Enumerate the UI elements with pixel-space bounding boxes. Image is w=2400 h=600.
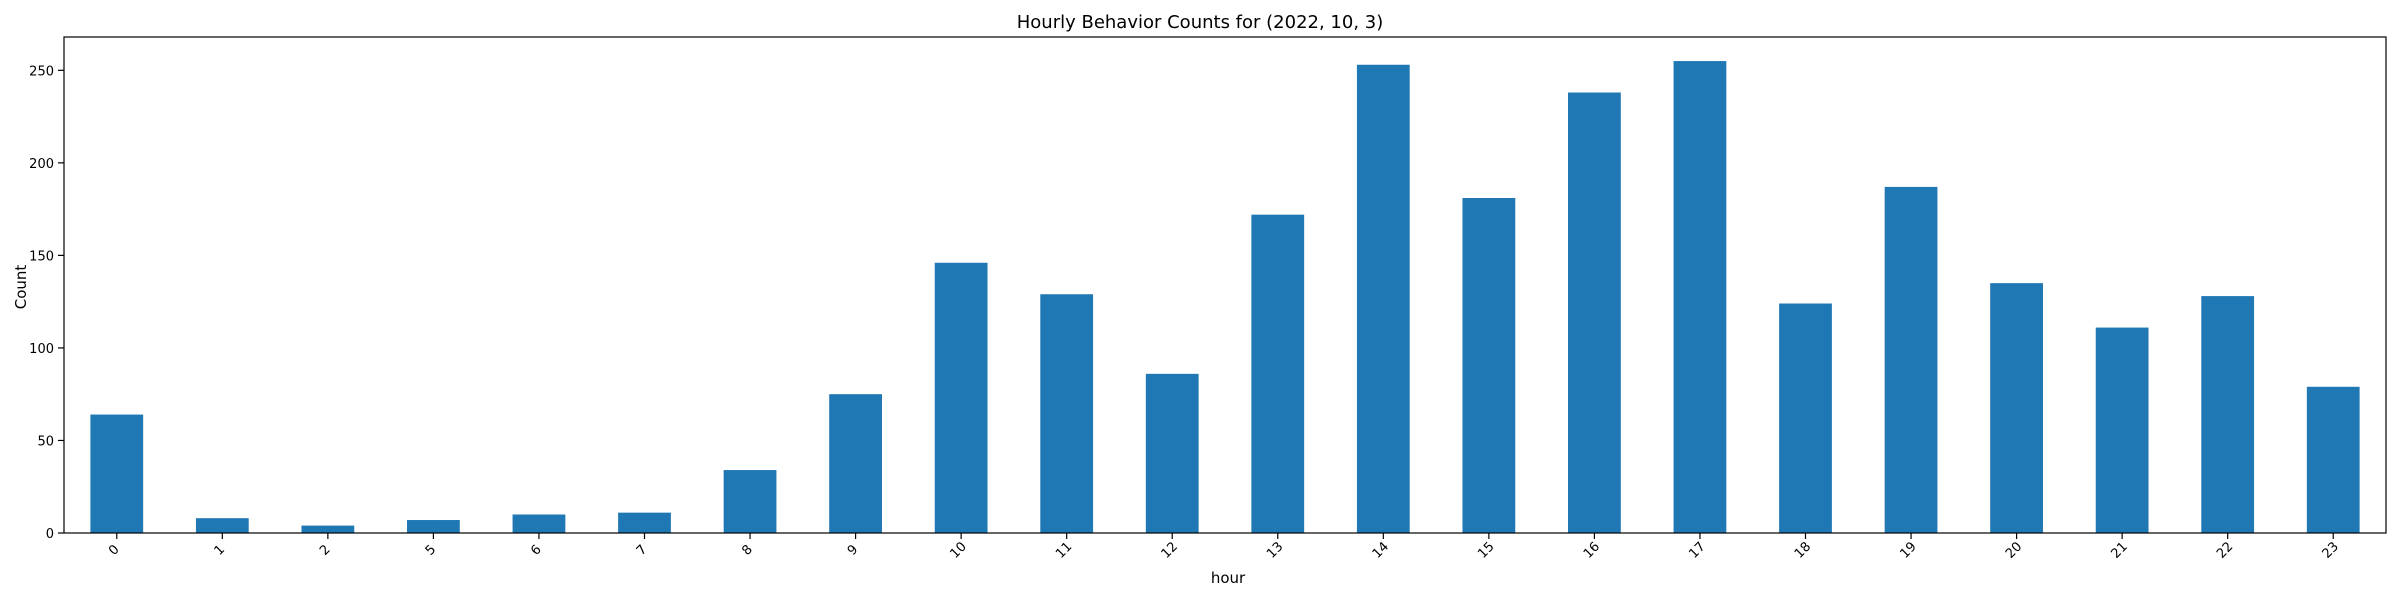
chart-title: Hourly Behavior Counts for (2022, 10, 3): [1017, 12, 1384, 33]
bar-9: [829, 394, 882, 533]
x-tick-label-19: 19: [1897, 539, 1919, 561]
x-axis-label: hour: [1211, 569, 1246, 587]
y-tick-label-150: 150: [29, 249, 54, 264]
x-tick-label-2: 2: [317, 542, 333, 558]
x-tick-label-1: 1: [212, 542, 228, 558]
bar-2: [301, 525, 355, 533]
x-tick-label-7: 7: [634, 542, 650, 558]
x-tick-label-13: 13: [1264, 539, 1286, 561]
bar-13: [1251, 214, 1305, 534]
bar-16: [1568, 92, 1621, 534]
bar-11: [1040, 294, 1094, 533]
x-tick-label-10: 10: [948, 539, 970, 561]
x-tick-label-17: 17: [1686, 539, 1708, 561]
bar-14: [1356, 64, 1410, 533]
x-tick-label-23: 23: [2320, 539, 2342, 561]
y-tick-label-50: 50: [37, 434, 54, 449]
x-tick-label-15: 15: [1475, 539, 1497, 561]
bar-8: [723, 470, 777, 533]
bar-12: [1145, 373, 1199, 533]
bar-7: [618, 512, 671, 533]
y-tick-label-0: 0: [46, 527, 54, 542]
x-tick-label-11: 11: [1053, 539, 1075, 561]
bar-21: [2095, 327, 2149, 533]
bar-15: [1462, 198, 1516, 533]
plot-area: 0 1 2 5 6 7 8 9 10 11 12 13 14 15 16 17 18 19 20 21 22 230501…: [29, 36, 2387, 562]
bar-19: [1884, 186, 1938, 533]
bar-1: [195, 518, 249, 533]
bar-22: [2201, 296, 2255, 533]
y-tick-label-100: 100: [29, 342, 54, 357]
x-tick-label-12: 12: [1159, 539, 1181, 561]
y-tick-label-200: 200: [29, 157, 54, 172]
bar-10: [934, 262, 988, 533]
x-tick-label-21: 21: [2109, 539, 2131, 561]
plot-frame: [63, 36, 2387, 534]
y-axis-label: Count: [12, 265, 30, 310]
bar-23: [2306, 386, 2360, 533]
x-tick-label-8: 8: [739, 542, 755, 558]
x-tick-label-20: 20: [2003, 539, 2025, 561]
x-tick-label-16: 16: [1581, 539, 1603, 561]
bar-6: [512, 514, 566, 533]
bar-5: [407, 520, 460, 533]
bar-18: [1779, 303, 1832, 533]
bar-20: [1990, 283, 2043, 533]
bar-0: [90, 414, 144, 533]
x-tick-label-18: 18: [1792, 539, 1814, 561]
x-tick-label-0: 0: [106, 542, 122, 558]
x-tick-label-5: 5: [423, 542, 439, 558]
x-tick-label-9: 9: [845, 542, 861, 558]
x-tick-label-14: 14: [1370, 539, 1392, 561]
x-tick-label-6: 6: [528, 542, 544, 558]
bar-17: [1673, 61, 1727, 534]
x-tick-label-22: 22: [2214, 539, 2236, 561]
y-tick-label-250: 250: [29, 64, 54, 79]
